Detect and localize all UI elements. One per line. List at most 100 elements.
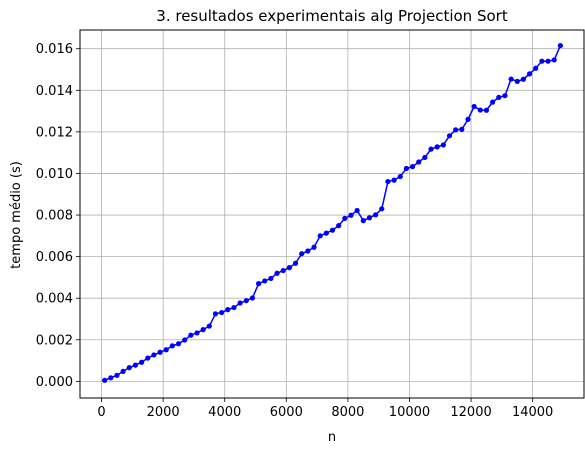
- data-point: [526, 71, 533, 77]
- data-point: [243, 298, 249, 304]
- data-point: [280, 267, 286, 274]
- series-layer: [102, 42, 563, 383]
- data-point: [206, 323, 212, 329]
- x-tick-label: 14000: [512, 405, 553, 420]
- data-point: [268, 275, 274, 282]
- data-point: [311, 244, 317, 250]
- x-tick-label: 4000: [208, 405, 241, 420]
- data-point: [348, 212, 354, 218]
- data-point: [256, 281, 262, 287]
- data-point: [342, 215, 348, 221]
- data-point: [477, 107, 483, 113]
- data-point: [200, 327, 206, 333]
- x-tick-label: 2000: [147, 405, 180, 420]
- data-point: [551, 57, 557, 63]
- data-point: [317, 233, 323, 239]
- x-tick-label: 8000: [331, 405, 364, 420]
- y-tick-label: 0.000: [36, 375, 73, 390]
- plot-frame: [79, 29, 585, 399]
- data-point: [175, 341, 182, 347]
- data-point: [490, 99, 496, 105]
- data-point: [397, 173, 403, 180]
- y-axis: 0.000 0.002 0.004 0.006 0.008 0.010 0.012 0.014…: [36, 42, 80, 390]
- data-point: [422, 154, 428, 161]
- data-point: [539, 58, 545, 64]
- y-tick-label: 0.008: [36, 209, 73, 224]
- data-point: [366, 215, 373, 221]
- data-point: [379, 206, 385, 212]
- x-tick-label: 0: [97, 405, 105, 420]
- data-point: [305, 248, 311, 254]
- data-point: [182, 337, 188, 343]
- data-point: [323, 230, 329, 236]
- data-point: [440, 142, 446, 148]
- data-point: [114, 372, 120, 378]
- data-point: [108, 375, 114, 381]
- data-point: [126, 365, 132, 371]
- x-axis: 0 2000 4000 6000 8000 10000 12000 14000: [97, 398, 553, 420]
- data-point: [157, 349, 163, 355]
- data-point: [403, 165, 409, 172]
- data-point: [212, 311, 219, 317]
- data-point: [385, 178, 391, 185]
- x-tick-label: 12000: [450, 405, 491, 420]
- y-tick-label: 0.002: [36, 333, 73, 348]
- data-point: [249, 295, 256, 301]
- data-point: [360, 218, 366, 224]
- data-point: [557, 42, 563, 49]
- data-point: [428, 146, 434, 152]
- data-point: [286, 265, 292, 271]
- data-point: [151, 352, 157, 358]
- data-point: [545, 58, 551, 64]
- x-tick-label: 6000: [270, 405, 303, 420]
- y-tick-label: 0.012: [36, 125, 73, 140]
- data-point: [299, 251, 305, 257]
- data-point: [336, 223, 342, 229]
- data-point: [496, 94, 502, 100]
- grid: [80, 30, 584, 398]
- data-point: [514, 78, 520, 84]
- data-point: [453, 127, 459, 133]
- data-point: [292, 260, 299, 266]
- data-point: [354, 207, 360, 214]
- data-point: [163, 347, 169, 353]
- data-point: [274, 270, 280, 276]
- data-point: [262, 278, 268, 284]
- data-point: [102, 377, 108, 383]
- data-point: [225, 307, 231, 313]
- data-point: [194, 330, 200, 336]
- y-tick-label: 0.006: [36, 250, 73, 265]
- data-point: [391, 177, 397, 183]
- y-axis-label: tempo médio (s): [9, 161, 24, 269]
- data-point: [446, 133, 453, 139]
- data-point: [502, 93, 508, 99]
- x-axis-label: n: [328, 430, 336, 445]
- y-tick-label: 0.010: [36, 167, 73, 182]
- y-tick-label: 0.016: [36, 42, 73, 57]
- data-point: [465, 116, 471, 122]
- data-point: [169, 343, 175, 349]
- data-point: [145, 355, 151, 361]
- data-point: [409, 164, 416, 170]
- data-point: [434, 144, 440, 150]
- data-point: [120, 368, 126, 374]
- chart-title: 3. resultados experimentais alg Projecti…: [156, 7, 508, 25]
- data-point: [329, 227, 336, 233]
- data-point: [237, 300, 243, 306]
- data-point: [459, 126, 465, 132]
- y-tick-label: 0.014: [36, 84, 73, 99]
- data-point: [188, 332, 194, 338]
- data-point: [520, 76, 527, 82]
- data-point: [508, 76, 514, 82]
- data-point: [483, 107, 490, 113]
- data-point: [533, 65, 539, 71]
- data-point: [373, 212, 379, 218]
- data-point: [416, 159, 422, 165]
- data-point: [231, 304, 237, 311]
- data-point: [471, 103, 477, 110]
- x-tick-label: 10000: [389, 405, 430, 420]
- data-point: [132, 362, 139, 368]
